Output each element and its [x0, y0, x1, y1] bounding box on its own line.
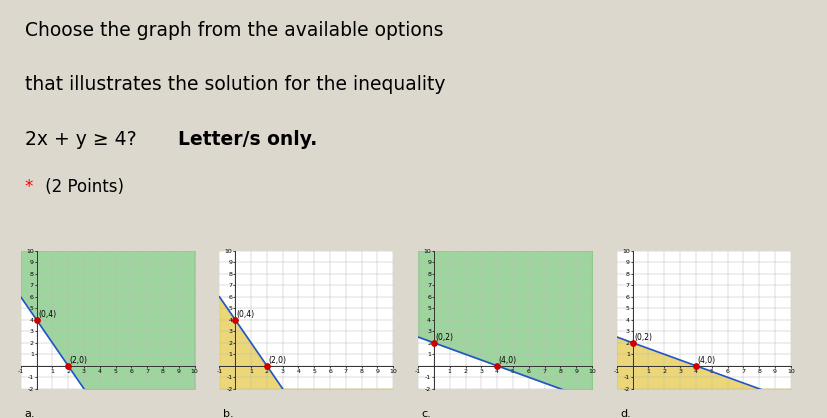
Point	[61, 362, 74, 369]
Point	[490, 362, 503, 369]
Text: 2x + y ≥ 4?: 2x + y ≥ 4?	[25, 130, 142, 148]
Point	[688, 362, 701, 369]
Text: d.: d.	[619, 410, 630, 418]
Text: (0,4): (0,4)	[38, 310, 56, 319]
Text: Choose the graph from the available options: Choose the graph from the available opti…	[25, 21, 442, 40]
Point	[228, 316, 241, 323]
Text: b.: b.	[222, 410, 233, 418]
Text: (4,0): (4,0)	[696, 356, 715, 365]
Point	[427, 339, 440, 346]
Text: Letter/s only.: Letter/s only.	[178, 130, 317, 148]
Text: (0,4): (0,4)	[237, 310, 255, 319]
Text: a.: a.	[24, 410, 35, 418]
Text: that illustrates the solution for the inequality: that illustrates the solution for the in…	[25, 75, 445, 94]
Text: *: *	[25, 178, 33, 196]
Text: c.: c.	[421, 410, 431, 418]
Text: (2,0): (2,0)	[268, 356, 286, 365]
Text: (0,2): (0,2)	[633, 333, 652, 342]
Text: (4,0): (4,0)	[498, 356, 516, 365]
Text: (0,2): (0,2)	[435, 333, 453, 342]
Text: (2,0): (2,0)	[69, 356, 88, 365]
Point	[260, 362, 273, 369]
Point	[30, 316, 43, 323]
Text: (2 Points): (2 Points)	[40, 178, 123, 196]
Point	[625, 339, 638, 346]
